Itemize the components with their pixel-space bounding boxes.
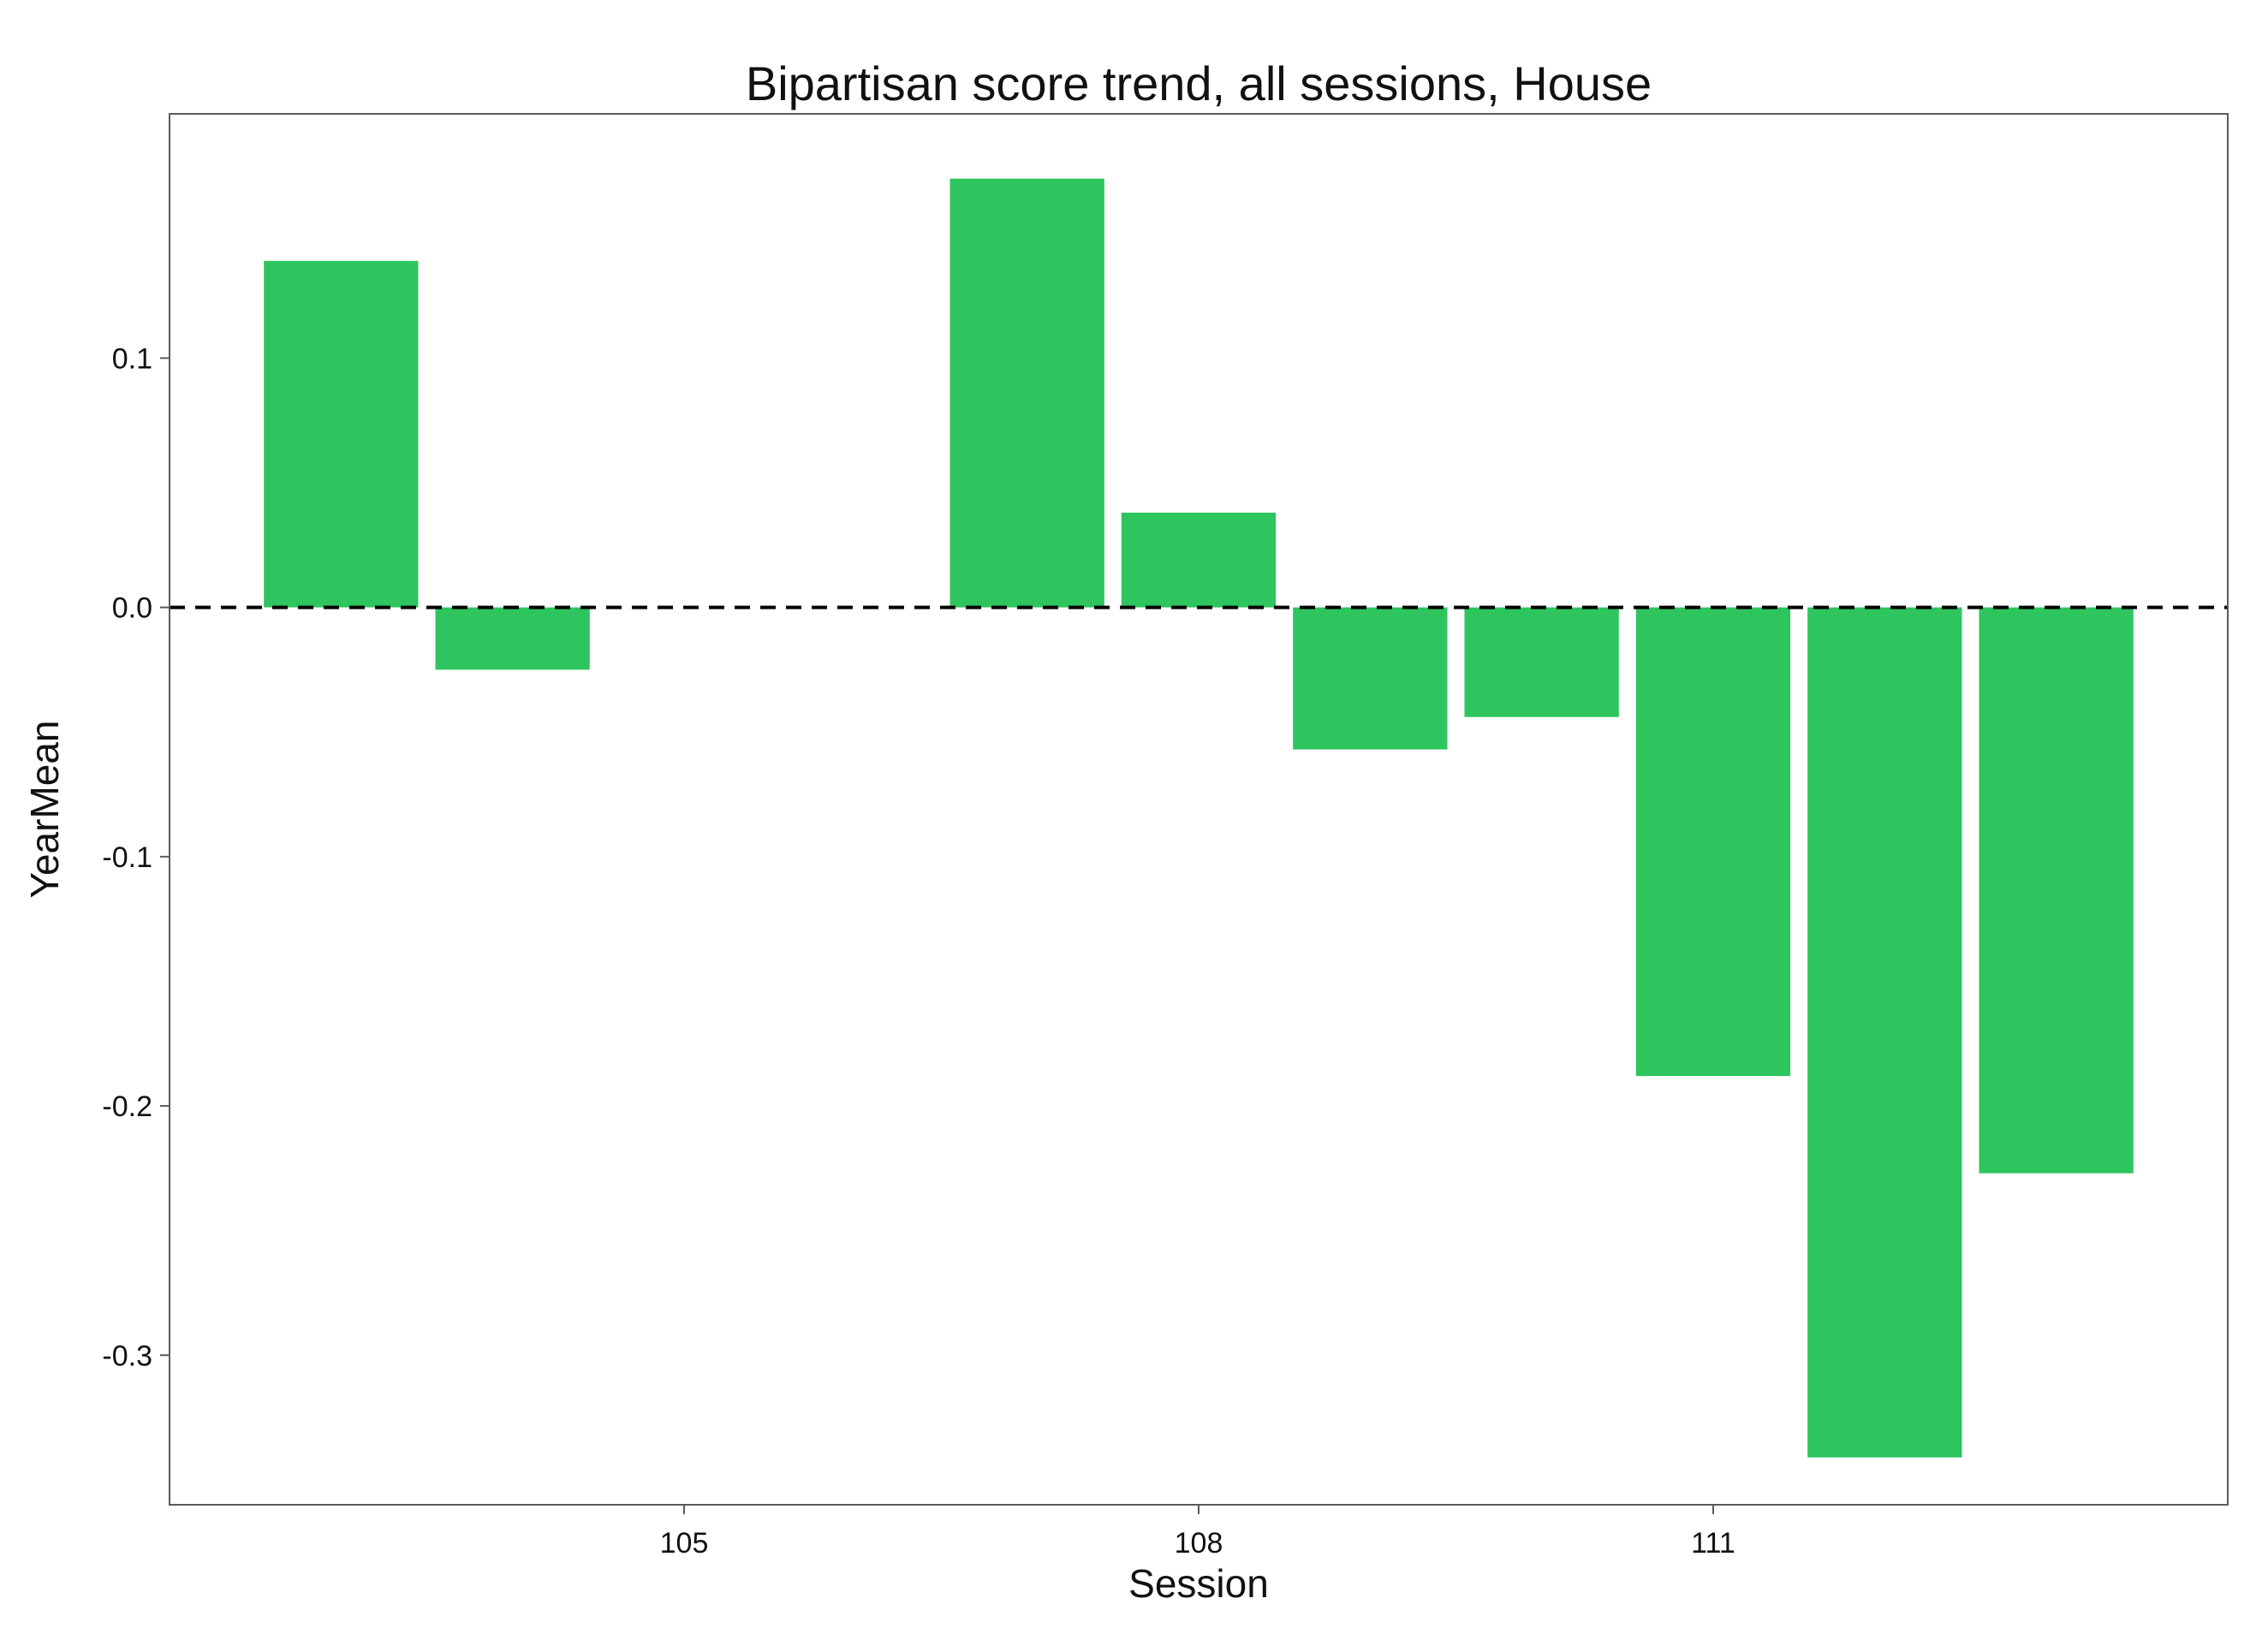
bar-session-113 (1979, 607, 2134, 1174)
y-axis-title: YearMean (22, 720, 67, 898)
x-axis-title: Session (1128, 1561, 1269, 1606)
bar-session-104 (435, 607, 590, 670)
bar-session-103 (264, 260, 419, 608)
y-axis: -0.3 -0.2 -0.1 0.0 0.1 (102, 342, 170, 1372)
bar-session-110 (1464, 607, 1619, 717)
bar-session-108 (1121, 512, 1277, 608)
x-tick-label: 105 (660, 1527, 709, 1560)
y-tick-label: 0.0 (112, 592, 152, 625)
bar-session-111 (1635, 607, 1791, 1077)
y-tick-label: 0.1 (112, 342, 152, 375)
y-tick-label: -0.3 (102, 1340, 152, 1372)
x-tick-label: 111 (1691, 1527, 1735, 1560)
bar-session-112 (1807, 607, 1962, 1458)
bar-session-107 (949, 178, 1104, 608)
bar-session-109 (1293, 607, 1448, 750)
bars-layer (264, 178, 2134, 1458)
y-tick-label: -0.1 (102, 841, 152, 874)
y-tick-label: -0.2 (102, 1090, 152, 1123)
x-axis: 105 108 111 (660, 1505, 1735, 1560)
x-tick-label: 108 (1175, 1527, 1223, 1560)
chart-title: Bipartisan score trend, all sessions, Ho… (746, 56, 1652, 110)
